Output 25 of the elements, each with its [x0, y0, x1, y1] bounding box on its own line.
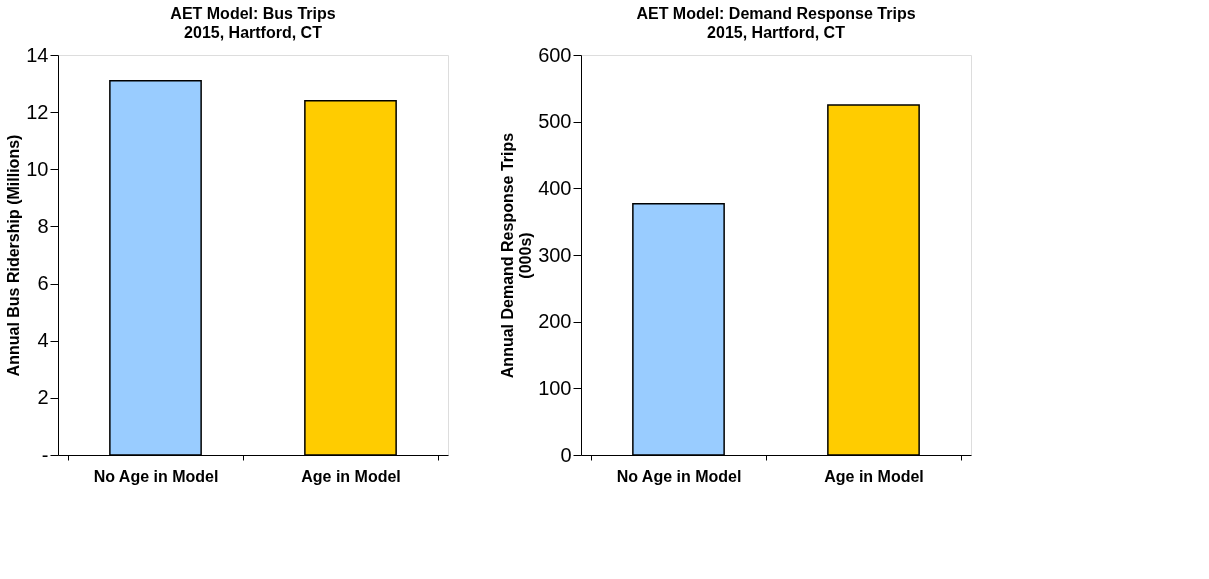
y-tick-label: 2: [37, 386, 49, 409]
x-tick-label: Age in Model: [824, 467, 924, 485]
chart-subtitle: 2015, Hartford, CT: [707, 24, 846, 41]
y-tick-label: 8: [37, 214, 49, 237]
y-tick-label: 400: [538, 176, 572, 199]
x-tick-label: Age in Model: [301, 467, 401, 485]
y-tick-label: 6: [37, 272, 49, 295]
y-tick-label: 600: [538, 43, 572, 66]
chart-title: AET Model: Bus Trips: [170, 5, 336, 22]
y-tick-label: -: [41, 443, 49, 466]
y-axis-title: Annual Demand Response Trips (000s): [499, 132, 535, 379]
y-tick-label: 100: [538, 376, 572, 399]
chart-subtitle: 2015, Hartford, CT: [184, 24, 323, 41]
chart-title: AET Model: Demand Response Trips: [636, 5, 916, 22]
y-tick-label: 300: [538, 243, 572, 266]
y-tick-label: 14: [26, 43, 49, 66]
y-tick-label: 200: [538, 310, 572, 333]
x-tick-label: No Age in Model: [93, 467, 219, 485]
y-tick-label: 12: [26, 100, 49, 123]
y-tick-label: 10: [26, 157, 49, 180]
y-tick-label: 500: [538, 110, 572, 133]
y-tick-label: 0: [560, 443, 572, 466]
y-axis-title: Annual Bus Ridership (Millions): [5, 134, 23, 377]
x-tick-label: No Age in Model: [616, 467, 742, 485]
y-tick-label: 4: [37, 329, 49, 352]
